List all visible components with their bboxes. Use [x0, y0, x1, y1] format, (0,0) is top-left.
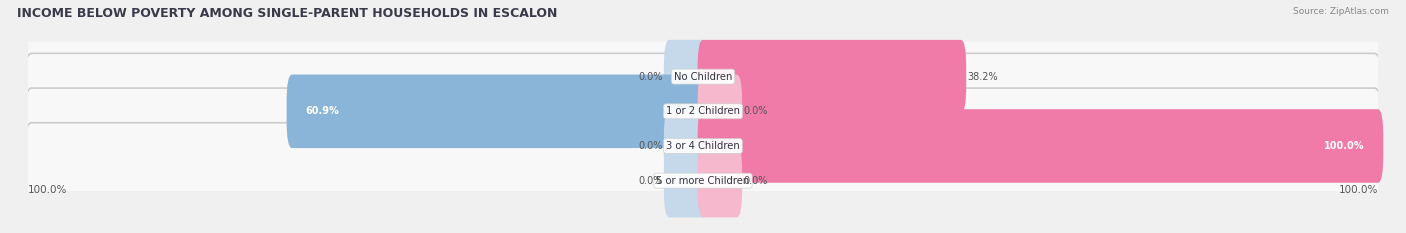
- FancyBboxPatch shape: [697, 40, 966, 113]
- Text: 60.9%: 60.9%: [305, 106, 339, 116]
- FancyBboxPatch shape: [24, 88, 1382, 204]
- Text: INCOME BELOW POVERTY AMONG SINGLE-PARENT HOUSEHOLDS IN ESCALON: INCOME BELOW POVERTY AMONG SINGLE-PARENT…: [17, 7, 557, 20]
- Text: 0.0%: 0.0%: [638, 141, 662, 151]
- FancyBboxPatch shape: [664, 144, 709, 217]
- FancyBboxPatch shape: [664, 109, 709, 183]
- Text: 3 or 4 Children: 3 or 4 Children: [666, 141, 740, 151]
- FancyBboxPatch shape: [697, 75, 742, 148]
- FancyBboxPatch shape: [24, 53, 1382, 169]
- Text: 100.0%: 100.0%: [28, 185, 67, 195]
- Text: 1 or 2 Children: 1 or 2 Children: [666, 106, 740, 116]
- Text: 0.0%: 0.0%: [638, 72, 662, 82]
- Text: 100.0%: 100.0%: [1324, 141, 1364, 151]
- FancyBboxPatch shape: [287, 75, 709, 148]
- FancyBboxPatch shape: [24, 19, 1382, 134]
- Text: 0.0%: 0.0%: [638, 176, 662, 186]
- Text: 0.0%: 0.0%: [744, 176, 768, 186]
- Text: No Children: No Children: [673, 72, 733, 82]
- FancyBboxPatch shape: [697, 144, 742, 217]
- FancyBboxPatch shape: [24, 123, 1382, 233]
- Text: 38.2%: 38.2%: [967, 72, 998, 82]
- Text: 5 or more Children: 5 or more Children: [657, 176, 749, 186]
- FancyBboxPatch shape: [697, 109, 1384, 183]
- Text: 100.0%: 100.0%: [1339, 185, 1378, 195]
- FancyBboxPatch shape: [664, 40, 709, 113]
- Text: Source: ZipAtlas.com: Source: ZipAtlas.com: [1294, 7, 1389, 16]
- Text: 0.0%: 0.0%: [744, 106, 768, 116]
